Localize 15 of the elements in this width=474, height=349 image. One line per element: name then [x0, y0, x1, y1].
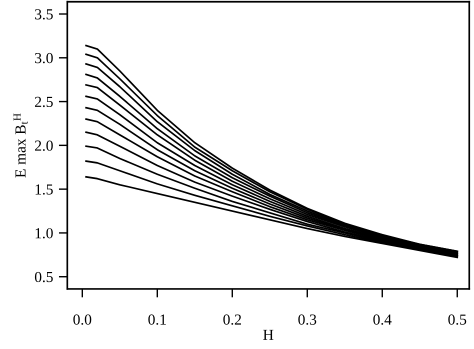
x-tick-label: 0.1	[148, 314, 166, 325]
x-tick-label: 0.0	[73, 314, 92, 325]
x-tick-label: 0.4	[373, 314, 392, 325]
y-tick-label: 2.0	[34, 140, 53, 151]
x-tick-label: 0.3	[298, 314, 316, 325]
y-tick-label: 1.5	[36, 184, 53, 195]
y-axis-title: E max B$_{t}$$^{H}$	[14, 114, 28, 178]
x-tick-label: 0.5	[448, 314, 466, 325]
y-tick-label: 0.5	[34, 272, 53, 282]
x-axis-title: H	[263, 330, 274, 340]
y-tick-label: 2.5	[34, 96, 53, 108]
y-tick-label: 3.0	[35, 52, 53, 64]
y-tick-label: 3.5	[35, 9, 53, 20]
x-tick-label: 0.2	[223, 314, 241, 325]
y-tick-label: 1.0	[36, 228, 53, 238]
